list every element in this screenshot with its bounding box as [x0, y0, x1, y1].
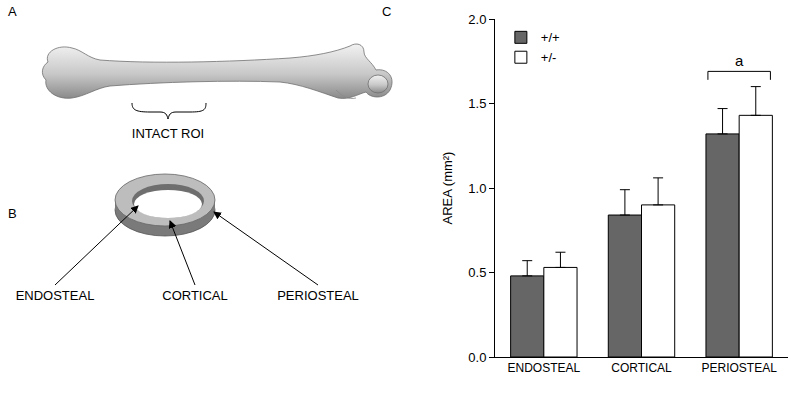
- svg-text:0.5: 0.5: [468, 265, 486, 280]
- svg-text:AREA (mm²): AREA (mm²): [440, 152, 455, 225]
- svg-text:A: A: [8, 4, 17, 19]
- svg-text:PERIOSTEAL: PERIOSTEAL: [701, 361, 777, 375]
- svg-text:C: C: [382, 4, 391, 19]
- svg-text:1.5: 1.5: [468, 96, 486, 111]
- svg-text:INTACT ROI: INTACT ROI: [132, 126, 204, 141]
- svg-text:+/+: +/+: [541, 30, 560, 45]
- svg-text:CORTICAL: CORTICAL: [162, 288, 228, 303]
- svg-text:ENDOSTEAL: ENDOSTEAL: [507, 361, 580, 375]
- svg-text:+/-: +/-: [541, 50, 557, 65]
- svg-text:CORTICAL: CORTICAL: [611, 361, 672, 375]
- svg-text:PERIOSTEAL: PERIOSTEAL: [277, 288, 359, 303]
- svg-text:ENDOSTEAL: ENDOSTEAL: [16, 288, 95, 303]
- svg-text:a: a: [735, 52, 744, 69]
- svg-text:1.0: 1.0: [468, 181, 486, 196]
- svg-text:B: B: [8, 206, 17, 221]
- svg-text:0.0: 0.0: [468, 350, 486, 365]
- svg-text:2.0: 2.0: [468, 12, 486, 27]
